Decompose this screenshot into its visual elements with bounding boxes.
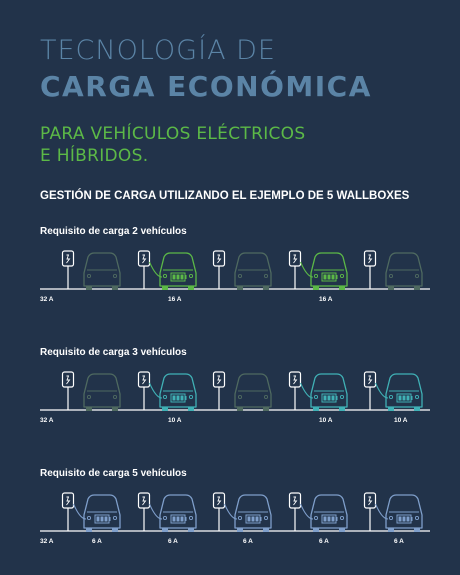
scenario-row: 32 A 16 A 16 A (40, 250, 430, 303)
slot-current-label: 6 A (243, 538, 253, 545)
wallbox-icon (212, 371, 226, 410)
car-icon (385, 494, 423, 532)
charging-cable (148, 382, 163, 399)
charging-cable (374, 382, 389, 399)
grid-current-label: 32 A (40, 417, 54, 424)
page-title-line-1: TECNOLOGÍA DE (40, 35, 276, 66)
section-heading: GESTIÓN DE CARGA UTILIZANDO EL EJEMPLO D… (40, 190, 410, 202)
car-icon (159, 494, 197, 532)
grid-current-label: 32 A (40, 538, 54, 545)
subtitle-line-2: E HÍBRIDOS. (40, 146, 149, 166)
charging-cable (299, 261, 314, 278)
wallbox-icon (137, 250, 151, 289)
battery-icon (321, 272, 338, 282)
car-icon (234, 373, 272, 411)
car-icon (310, 373, 348, 411)
car-icon (159, 252, 197, 290)
wallbox-icon (288, 492, 302, 531)
car-icon (83, 373, 121, 411)
battery-icon (396, 514, 413, 524)
car-icon (83, 252, 121, 290)
charging-cable (148, 261, 163, 278)
charging-cable (374, 503, 389, 520)
scenario-row: 32 A 10 A 10 A 10 A (40, 371, 430, 424)
wallbox-icon (61, 371, 75, 410)
wallbox-icon (212, 250, 226, 289)
wallbox-icon (288, 250, 302, 289)
slot-current-label: 10 A (319, 417, 333, 424)
slot-current-label: 6 A (319, 538, 329, 545)
battery-icon (170, 514, 187, 524)
car-icon (310, 494, 348, 532)
battery-icon (170, 272, 187, 282)
wallbox-icon (137, 371, 151, 410)
slot-current-label: 6 A (394, 538, 404, 545)
car-icon (234, 494, 272, 532)
battery-icon (170, 393, 187, 403)
page-title-line-2: CARGA ECONÓMICA (40, 70, 372, 103)
car-icon (83, 494, 121, 532)
slot-current-label: 10 A (168, 417, 182, 424)
wallbox-icon (363, 250, 377, 289)
car-icon (385, 252, 423, 290)
battery-icon (396, 393, 413, 403)
charging-cable (299, 503, 314, 520)
scenario-1-label: Requisito de carga 2 vehículos (40, 226, 187, 237)
wallbox-icon (61, 492, 75, 531)
battery-icon (321, 393, 338, 403)
battery-icon (245, 514, 262, 524)
subtitle-line-1: PARA VEHÍCULOS ELÉCTRICOS (40, 124, 306, 144)
car-icon (310, 252, 348, 290)
scenario-row: 32 A 6 A 6 A 6 A 6 A 6 A (40, 492, 430, 545)
wallbox-icon (363, 371, 377, 410)
wallbox-icon (137, 492, 151, 531)
slot-current-label: 16 A (168, 296, 182, 303)
scenario-3-label: Requisito de carga 5 vehículos (40, 468, 187, 479)
battery-icon (94, 514, 111, 524)
grid-current-label: 32 A (40, 296, 54, 303)
wallbox-icon (61, 250, 75, 289)
slot-current-label: 6 A (92, 538, 102, 545)
charging-cable (299, 382, 314, 399)
charging-cable (72, 503, 87, 520)
wallbox-icon (288, 371, 302, 410)
car-icon (385, 373, 423, 411)
scenario-2-label: Requisito de carga 3 vehículos (40, 347, 187, 358)
charging-cable (148, 503, 163, 520)
wallbox-icon (363, 492, 377, 531)
slot-current-label: 6 A (168, 538, 178, 545)
car-icon (234, 252, 272, 290)
battery-icon (321, 514, 338, 524)
slot-current-label: 10 A (394, 417, 408, 424)
charging-cable (223, 503, 238, 520)
car-icon (159, 373, 197, 411)
wallbox-icon (212, 492, 226, 531)
slot-current-label: 16 A (319, 296, 333, 303)
